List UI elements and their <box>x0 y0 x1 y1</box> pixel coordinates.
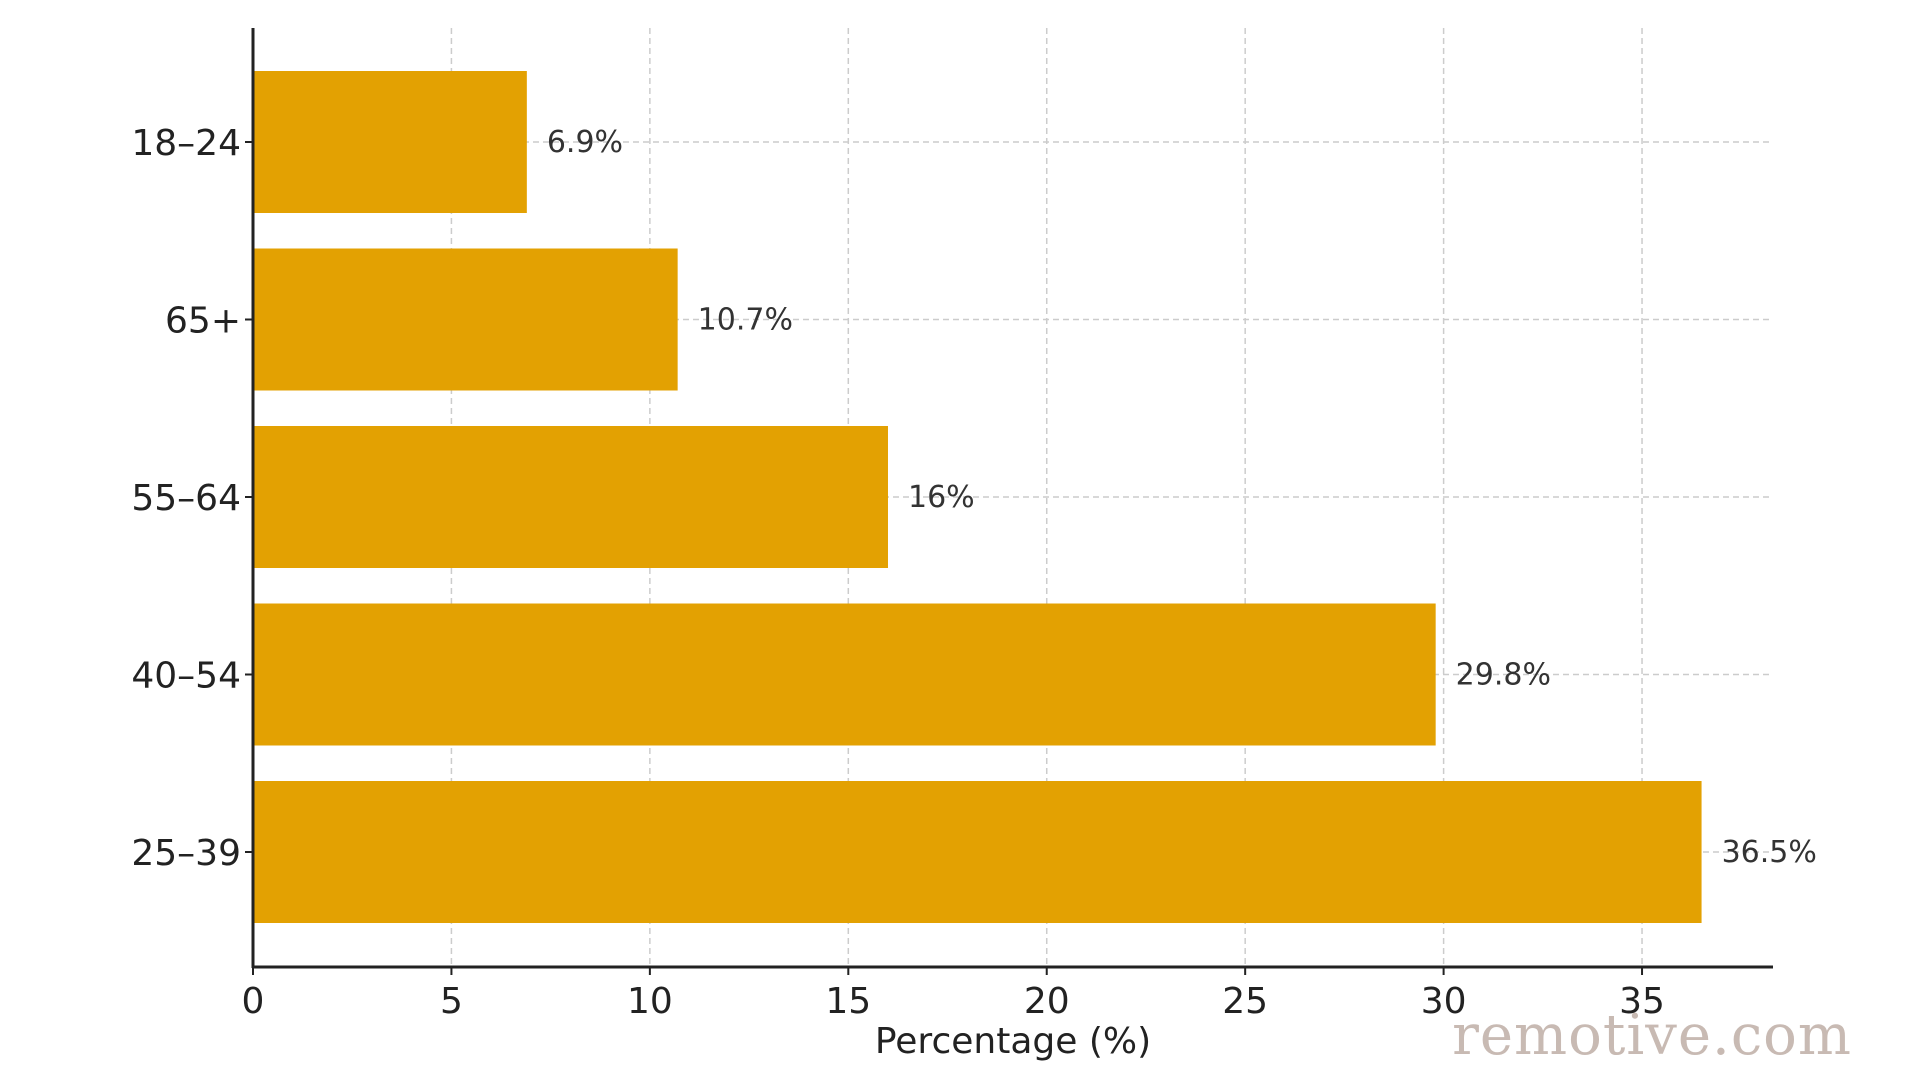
x-tick-label: 15 <box>825 981 871 1022</box>
data-label: 6.9% <box>547 125 623 160</box>
y-tick-label: 25–39 <box>131 833 241 874</box>
x-tick-label: 5 <box>440 981 463 1022</box>
x-tick-label: 30 <box>1421 981 1467 1022</box>
bars <box>253 71 1702 923</box>
bar <box>253 426 888 568</box>
labels: 6.9% 18–24 10.7% 65+ 16% 55–64 29.8% 40–54 36.5%… <box>131 123 1817 1022</box>
x-tick-label: 10 <box>627 981 673 1022</box>
x-tick-label: 0 <box>242 981 265 1022</box>
y-tick-label: 65+ <box>165 301 241 342</box>
x-tick-label: 35 <box>1619 981 1665 1022</box>
data-label: 29.8% <box>1456 658 1551 693</box>
x-axis-title: Percentage (%) <box>875 1021 1151 1062</box>
x-tick-label: 25 <box>1222 981 1268 1022</box>
x-tick-label: 20 <box>1024 981 1070 1022</box>
bar <box>253 71 527 213</box>
axes <box>245 28 1773 975</box>
bar <box>253 248 678 391</box>
watermark-logo: remotive.com <box>1452 1003 1852 1068</box>
y-tick-label: 18–24 <box>131 123 241 164</box>
bar <box>253 781 1702 923</box>
data-label: 10.7% <box>698 303 793 338</box>
data-label: 36.5% <box>1722 835 1817 870</box>
y-tick-label: 40–54 <box>131 656 241 697</box>
bar <box>253 603 1436 746</box>
data-label: 16% <box>908 480 975 515</box>
y-tick-label: 55–64 <box>131 478 241 519</box>
